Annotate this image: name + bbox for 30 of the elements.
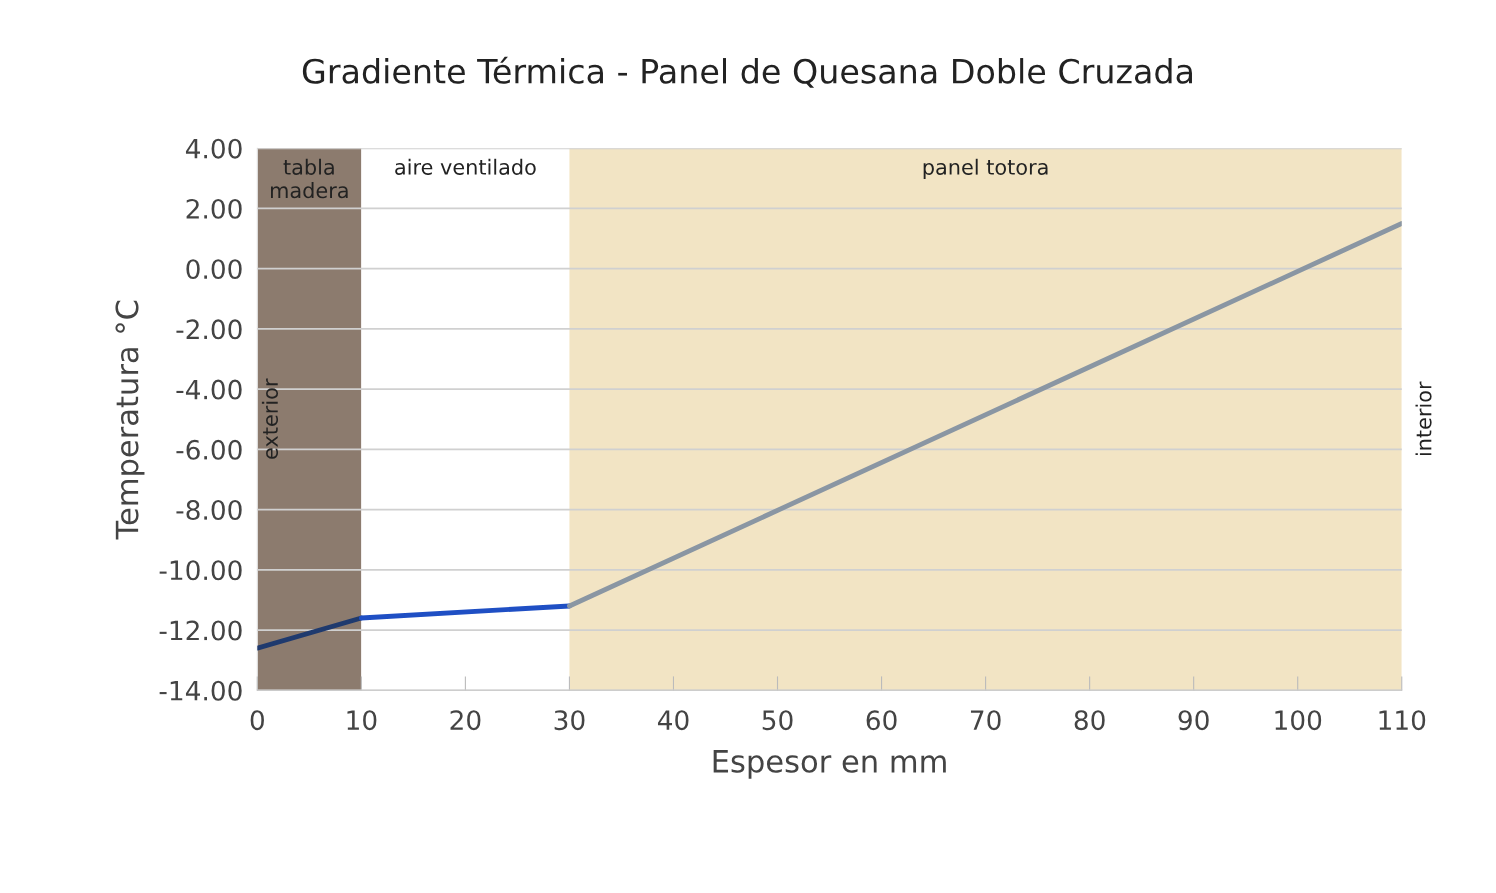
x-tick-label: 60 xyxy=(866,710,897,731)
x-tick-label: 50 xyxy=(762,710,793,731)
y-tick-label: 4.00 xyxy=(185,138,242,159)
y-tick-label: -6.00 xyxy=(176,439,242,460)
annotation: exterior xyxy=(261,378,279,459)
x-tick-label: 70 xyxy=(970,710,1001,731)
x-tick-label: 40 xyxy=(657,710,689,731)
chart-title: Gradiente Térmica - Panel de Quesana Doble Cruzada xyxy=(302,56,1192,88)
x-tick-label: 0 xyxy=(250,710,264,731)
y-tick-label: -8.00 xyxy=(176,500,242,521)
x-tick-label: 100 xyxy=(1275,710,1322,731)
y-tick-label: -2.00 xyxy=(176,319,242,340)
text: interior xyxy=(1415,381,1432,456)
x-tick-label: 10 xyxy=(347,710,377,731)
y-tick-label: -12.00 xyxy=(159,620,242,641)
x-tick-label: 110 xyxy=(1379,710,1426,731)
x-tick-label: 30 xyxy=(554,710,585,731)
y-axis-title: Temperatura °C xyxy=(115,300,145,540)
x-tick-label: 80 xyxy=(1074,710,1105,731)
band-label: aire ventilado xyxy=(395,158,536,175)
x-axis-title: Espesor en mm xyxy=(713,750,946,779)
y-tick-label: 2.00 xyxy=(186,198,242,219)
band-label: tabla madera xyxy=(271,158,348,199)
y-tick-label: 0.00 xyxy=(186,259,242,280)
y-tick-label: -4.00 xyxy=(176,379,242,400)
x-tick-label: 20 xyxy=(450,710,481,731)
y-tick-label: -14.00 xyxy=(159,680,242,701)
y-tick-label: -10.00 xyxy=(159,560,242,581)
band-label: panel totora xyxy=(923,158,1048,179)
x-tick-label: 90 xyxy=(1178,710,1209,731)
